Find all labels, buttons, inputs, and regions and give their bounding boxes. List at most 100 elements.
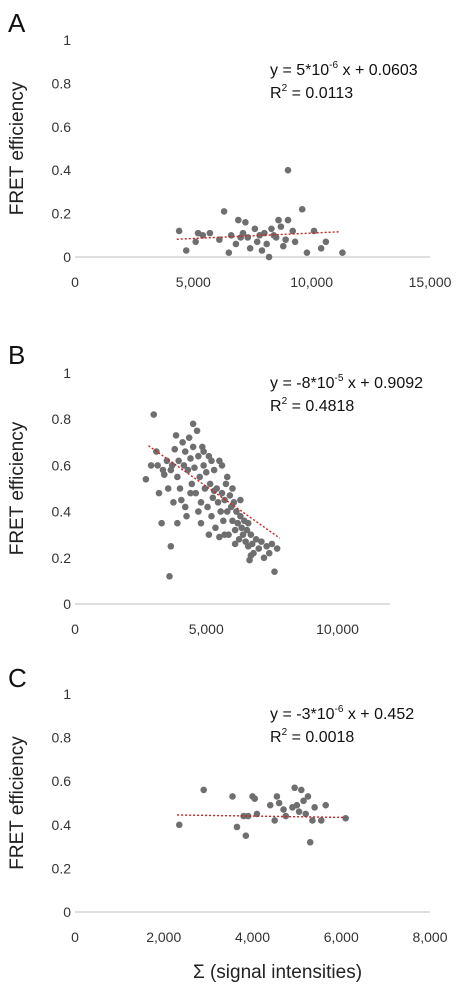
data-point [279,242,287,250]
x-tick-label: 15,000 [409,274,452,290]
equation-exponent: -6 [334,704,343,715]
data-point [237,234,244,241]
x-tick-label: 4,000 [235,929,270,945]
x-tick-label: 10,000 [316,621,359,637]
data-point [234,519,242,527]
data-point [155,489,163,497]
r-squared-lhs: R [270,398,282,415]
data-point [185,434,193,441]
data-point [167,542,175,550]
data-point [229,485,236,492]
data-point [172,432,180,439]
data-point [235,536,243,543]
data-point [304,793,312,800]
y-tick-label: 1 [63,686,71,702]
data-point [251,795,259,802]
x-tick-label: 0 [71,621,79,637]
data-point [268,225,275,233]
data-point [226,492,234,499]
data-point [233,508,240,515]
data-point [223,508,231,515]
data-point [212,524,219,532]
data-point [221,531,228,538]
data-point [229,793,236,800]
y-tick-label: 0.2 [52,860,72,876]
r-squared: R2 = 0.4818 [270,396,354,415]
data-point [268,540,276,548]
y-tick-label: 0.8 [52,75,72,91]
data-point [291,784,298,792]
data-point [180,462,188,469]
data-point [317,817,325,824]
data-point [200,448,207,455]
data-point [174,473,181,481]
data-point [251,225,259,233]
r-squared-rhs: = 0.0018 [287,729,354,746]
data-point [291,238,299,246]
data-point [142,475,150,483]
data-point [229,517,236,525]
r-squared-exponent: 2 [282,396,288,407]
data-point [265,549,273,557]
data-point [265,253,273,261]
data-point [167,466,175,474]
r-squared-lhs: R [270,729,282,746]
y-tick-label: 0.4 [52,162,72,178]
data-point [244,519,252,527]
equation-rhs: x + 0.9092 [343,375,423,392]
data-point [195,452,202,460]
data-point [238,524,245,532]
data-point [311,804,318,811]
data-point [192,489,200,497]
data-point [246,245,254,252]
data-point [170,499,177,506]
y-tick-label: 0.8 [52,411,72,427]
data-point [275,216,282,224]
data-point [258,247,266,254]
y-tick-label: 0.6 [52,773,72,789]
data-point [200,786,207,794]
data-point [248,540,256,548]
data-point [209,494,217,502]
data-point [284,216,292,224]
data-point [235,216,242,224]
data-point [178,496,185,504]
y-tick-label: 0.4 [52,504,72,520]
y-tick-label: 1 [63,365,71,381]
y-tick-label: 0.6 [52,119,72,135]
data-point [175,821,183,829]
trendline [176,231,341,240]
trendline-equation: y = -3*10-6 x + 0.452 [270,704,414,723]
data-point [275,799,283,807]
data-point [243,526,251,534]
x-tick-label: 5,000 [176,274,211,290]
data-point [253,238,261,246]
data-point [154,462,161,469]
y-tick-label: 0.4 [52,817,72,833]
data-point [164,485,172,492]
data-point [206,480,214,488]
x-tick-label: 8,000 [412,929,447,945]
data-point [201,485,209,492]
data-point [298,786,305,794]
data-point [218,462,226,469]
data-point [342,814,349,822]
data-point [247,531,255,538]
panel-a: A FRET efficiency 0 0.2 0.4 0.6 0.8 1 0 5,000 10,0… [7,8,452,290]
data-point [158,519,165,527]
data-point [302,810,310,818]
data-point [187,489,194,497]
data-point [271,568,278,575]
x-tick-label: 5,000 [189,621,224,637]
data-point [266,801,274,809]
data-point [273,793,281,800]
data-point [176,485,184,492]
data-point [189,420,197,428]
r-squared-exponent: 2 [282,83,288,94]
trendline [177,814,346,819]
data-point [147,462,155,469]
panel-letter: B [8,340,25,370]
equation-lhs: y = 5*10 [270,62,329,79]
data-point [298,205,306,213]
trendline-equation: y = -8*10-5 x + 0.9092 [270,373,423,392]
